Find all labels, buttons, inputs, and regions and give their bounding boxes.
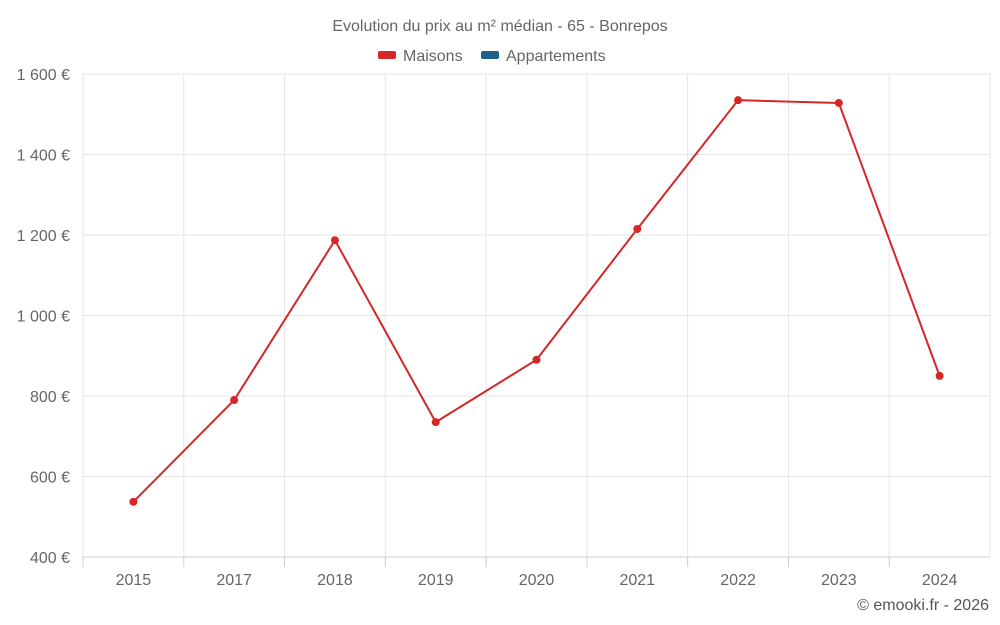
legend-item-appartements[interactable]: Appartements bbox=[481, 48, 606, 65]
y-tick-label: 1 600 € bbox=[17, 67, 70, 84]
gridlines bbox=[82, 73, 991, 557]
series bbox=[129, 96, 944, 506]
legend-swatch-appartements bbox=[481, 51, 499, 59]
series-line-maisons bbox=[132, 99, 941, 503]
x-tick-label: 2023 bbox=[821, 572, 857, 589]
x-tick-label: 2022 bbox=[720, 572, 756, 589]
y-tick-label: 800 € bbox=[30, 389, 70, 406]
data-point-maisons-2024[interactable] bbox=[935, 371, 944, 380]
data-point-maisons-2015[interactable] bbox=[129, 497, 138, 506]
x-tick-label: 2024 bbox=[922, 572, 958, 589]
x-tick-label: 2015 bbox=[116, 572, 152, 589]
data-point-maisons-2021[interactable] bbox=[633, 224, 642, 233]
data-point-maisons-2018[interactable] bbox=[330, 236, 339, 245]
x-tick-label: 2018 bbox=[317, 572, 353, 589]
x-axis-labels: 2015 2017 2018 2019 2020 2021 2022 2023 2024 bbox=[116, 572, 958, 589]
y-tick-label: 1 400 € bbox=[17, 148, 70, 165]
x-tick-label: 2020 bbox=[519, 572, 555, 589]
data-point-maisons-2019[interactable] bbox=[431, 418, 440, 427]
data-point-maisons-2020[interactable] bbox=[532, 355, 541, 364]
y-tick-label: 1 000 € bbox=[17, 309, 70, 326]
x-tick-label: 2017 bbox=[216, 572, 252, 589]
y-tick-label: 400 € bbox=[30, 550, 70, 567]
legend-label-appartements: Appartements bbox=[506, 48, 606, 65]
chart-title: Evolution du prix au m² médian - 65 - Bo… bbox=[332, 18, 667, 35]
legend-label-maisons: Maisons bbox=[403, 48, 463, 65]
legend: Maisons Appartements bbox=[378, 48, 606, 65]
axes bbox=[82, 556, 990, 567]
x-tick-label: 2021 bbox=[619, 572, 655, 589]
data-point-maisons-2017[interactable] bbox=[230, 396, 239, 405]
data-point-maisons-2023[interactable] bbox=[834, 98, 843, 107]
y-tick-label: 600 € bbox=[30, 470, 70, 487]
legend-swatch-maisons bbox=[378, 51, 396, 59]
y-tick-label: 1 200 € bbox=[17, 228, 70, 245]
data-point-maisons-2022[interactable] bbox=[734, 96, 743, 105]
x-tick-label: 2019 bbox=[418, 572, 454, 589]
credit-text: © emooki.fr - 2026 bbox=[857, 597, 989, 614]
legend-item-maisons[interactable]: Maisons bbox=[378, 48, 463, 65]
y-axis-labels: 400 € 600 € 800 € 1 000 € 1 200 € 1 400 € 1 60… bbox=[17, 67, 70, 567]
